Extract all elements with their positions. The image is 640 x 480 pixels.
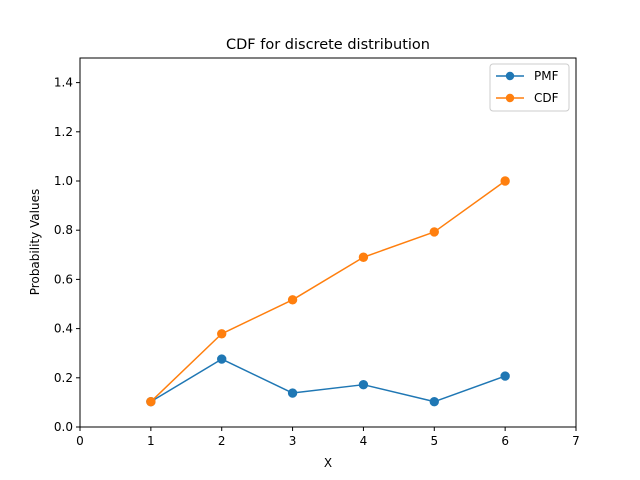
- y-tick-label: 1.2: [54, 125, 73, 139]
- x-tick-label: 5: [430, 434, 438, 448]
- x-tick-label: 3: [289, 434, 297, 448]
- legend-swatch-marker: [505, 71, 515, 81]
- cdf-line: [150, 180, 506, 403]
- chart-title: CDF for discrete distribution: [226, 37, 430, 53]
- pmf-point: [217, 354, 227, 364]
- y-tick-label: 1.0: [54, 174, 73, 188]
- pmf-point: [429, 396, 439, 407]
- x-tick-label: 6: [501, 434, 509, 448]
- legend-label: CDF: [534, 91, 559, 105]
- x-axis-label: X: [324, 456, 332, 470]
- x-tick-label: 2: [218, 434, 226, 448]
- pmf-point: [287, 388, 298, 398]
- x-tick-label: 0: [76, 434, 84, 448]
- legend-entry-pmf: PMF: [496, 69, 559, 83]
- legend-entry-cdf: CDF: [496, 91, 559, 105]
- plot-frame: [79, 57, 577, 428]
- legend-swatch-marker: [505, 93, 515, 103]
- x-tick-label: 7: [572, 434, 580, 448]
- cdf-point: [429, 227, 439, 237]
- y-tick-label: 0.4: [54, 322, 73, 336]
- cdf-point: [358, 252, 369, 262]
- pmf-point: [500, 371, 510, 381]
- series-cdf: [146, 176, 510, 407]
- series-pmf: [146, 354, 510, 407]
- y-axis: 0.0 0.2 0.4 0.6 0.8 1.0 1.2 1.4: [54, 76, 80, 434]
- pmf-line: [150, 358, 506, 403]
- y-tick-label: 0.2: [54, 371, 73, 385]
- y-tick-label: 1.4: [54, 76, 73, 90]
- cdf-point: [287, 295, 298, 305]
- x-tick-label: 4: [360, 434, 368, 448]
- cdf-point: [146, 396, 156, 407]
- y-tick-label: 0.6: [54, 272, 73, 286]
- y-tick-label: 0.0: [54, 420, 73, 434]
- plot-area: [79, 57, 577, 428]
- pmf-point: [358, 379, 369, 390]
- series-group: [146, 176, 510, 407]
- cdf-point: [500, 176, 510, 186]
- legend-label: PMF: [534, 69, 559, 83]
- x-axis: 0 1 2 3 4 5 6 7: [76, 427, 580, 448]
- y-tick-label: 0.8: [54, 223, 73, 237]
- x-tick-label: 1: [147, 434, 155, 448]
- cdf-point: [217, 329, 227, 339]
- y-axis-label: Probability Values: [28, 189, 42, 295]
- legend: PMF CDF: [489, 63, 570, 112]
